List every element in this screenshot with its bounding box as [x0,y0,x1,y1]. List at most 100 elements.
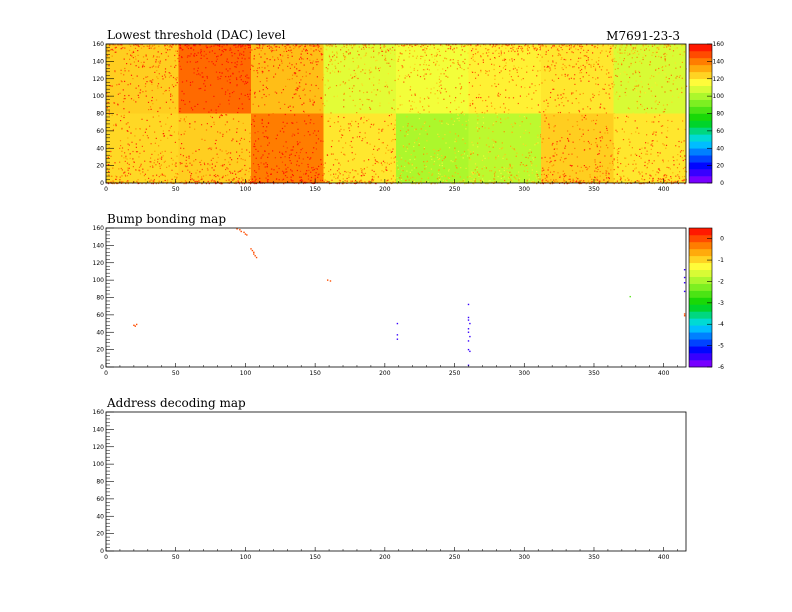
noise-pixel [639,60,641,62]
noise-pixel [674,62,676,64]
y-tick-label: 40 [96,145,104,152]
noise-pixel [221,50,223,52]
noise-pixel [159,121,161,123]
noise-pixel [620,177,622,180]
noise-pixel [573,78,575,80]
noise-pixel [572,181,574,183]
noise-pixel [195,180,197,182]
noise-pixel [322,140,324,142]
noise-pixel [602,44,604,46]
noise-pixel [123,172,125,174]
noise-pixel [464,51,466,53]
noise-pixel [436,82,438,84]
noise-pixel [220,54,222,56]
noise-pixel [554,65,556,67]
noise-pixel [238,44,241,46]
noise-pixel [317,130,319,132]
noise-pixel [404,77,406,79]
noise-pixel [599,165,601,167]
noise-pixel [211,61,213,63]
noise-pixel [116,84,118,86]
noise-pixel [441,162,443,164]
noise-pixel [438,48,440,50]
noise-pixel [216,58,218,60]
noise-pixel [302,158,304,160]
noise-pixel [303,111,305,113]
noise-pixel [485,52,488,54]
noise-pixel [210,45,212,47]
noise-pixel [401,44,403,46]
colorbar-tick-label: -2 [718,278,724,285]
noise-pixel [303,88,305,90]
noise-pixel [452,44,454,46]
noise-pixel [383,46,385,48]
noise-pixel [574,74,576,76]
noise-pixel [151,66,153,68]
map-point [683,315,686,317]
noise-pixel [400,177,402,179]
noise-pixel [443,158,445,160]
noise-pixel [394,133,396,135]
noise-pixel [307,166,309,168]
noise-pixel [210,84,212,86]
noise-pixel [561,74,563,76]
colorbar-band [689,92,712,100]
noise-pixel [142,91,144,93]
noise-pixel [299,86,301,88]
noise-pixel [488,51,490,53]
noise-pixel [354,153,357,155]
noise-pixel [443,167,445,169]
noise-pixel [609,88,611,90]
noise-pixel [253,181,255,183]
noise-pixel [418,181,420,183]
noise-pixel [418,144,420,146]
noise-pixel [593,63,595,65]
noise-pixel [205,67,207,69]
noise-pixel [608,177,610,179]
noise-pixel [585,166,587,168]
y-tick-label: 20 [96,347,104,354]
noise-pixel [456,167,458,169]
noise-pixel [373,176,375,178]
noise-pixel [578,109,580,112]
noise-pixel [606,129,608,131]
noise-pixel [535,143,537,145]
noise-pixel [336,53,338,55]
noise-pixel [553,171,555,173]
noise-pixel [217,174,219,177]
noise-pixel [327,80,329,82]
noise-pixel [599,131,601,133]
noise-pixel [236,84,238,86]
noise-pixel [321,116,323,118]
noise-pixel [112,129,114,131]
noise-pixel [249,178,252,180]
noise-pixel [300,62,302,64]
noise-pixel [115,46,117,48]
noise-pixel [170,75,172,77]
noise-pixel [674,44,676,46]
noise-pixel [366,91,368,93]
noise-pixel [314,95,316,97]
noise-pixel [153,44,156,46]
noise-pixel [394,124,396,126]
noise-pixel [459,44,461,46]
noise-pixel [192,152,194,154]
noise-pixel [667,48,669,50]
noise-pixel [428,172,430,174]
noise-pixel [291,52,293,54]
noise-pixel [120,44,122,46]
noise-pixel [563,183,565,185]
noise-pixel [607,44,609,46]
noise-pixel [539,60,541,62]
noise-pixel [573,66,575,68]
noise-pixel [279,64,281,66]
noise-pixel [397,78,399,80]
noise-pixel [133,181,135,183]
noise-pixel [289,46,291,48]
noise-pixel [497,175,499,178]
noise-pixel [283,173,285,175]
noise-pixel [157,85,159,87]
noise-pixel [411,94,413,96]
noise-pixel [415,44,417,46]
noise-pixel [441,87,443,89]
